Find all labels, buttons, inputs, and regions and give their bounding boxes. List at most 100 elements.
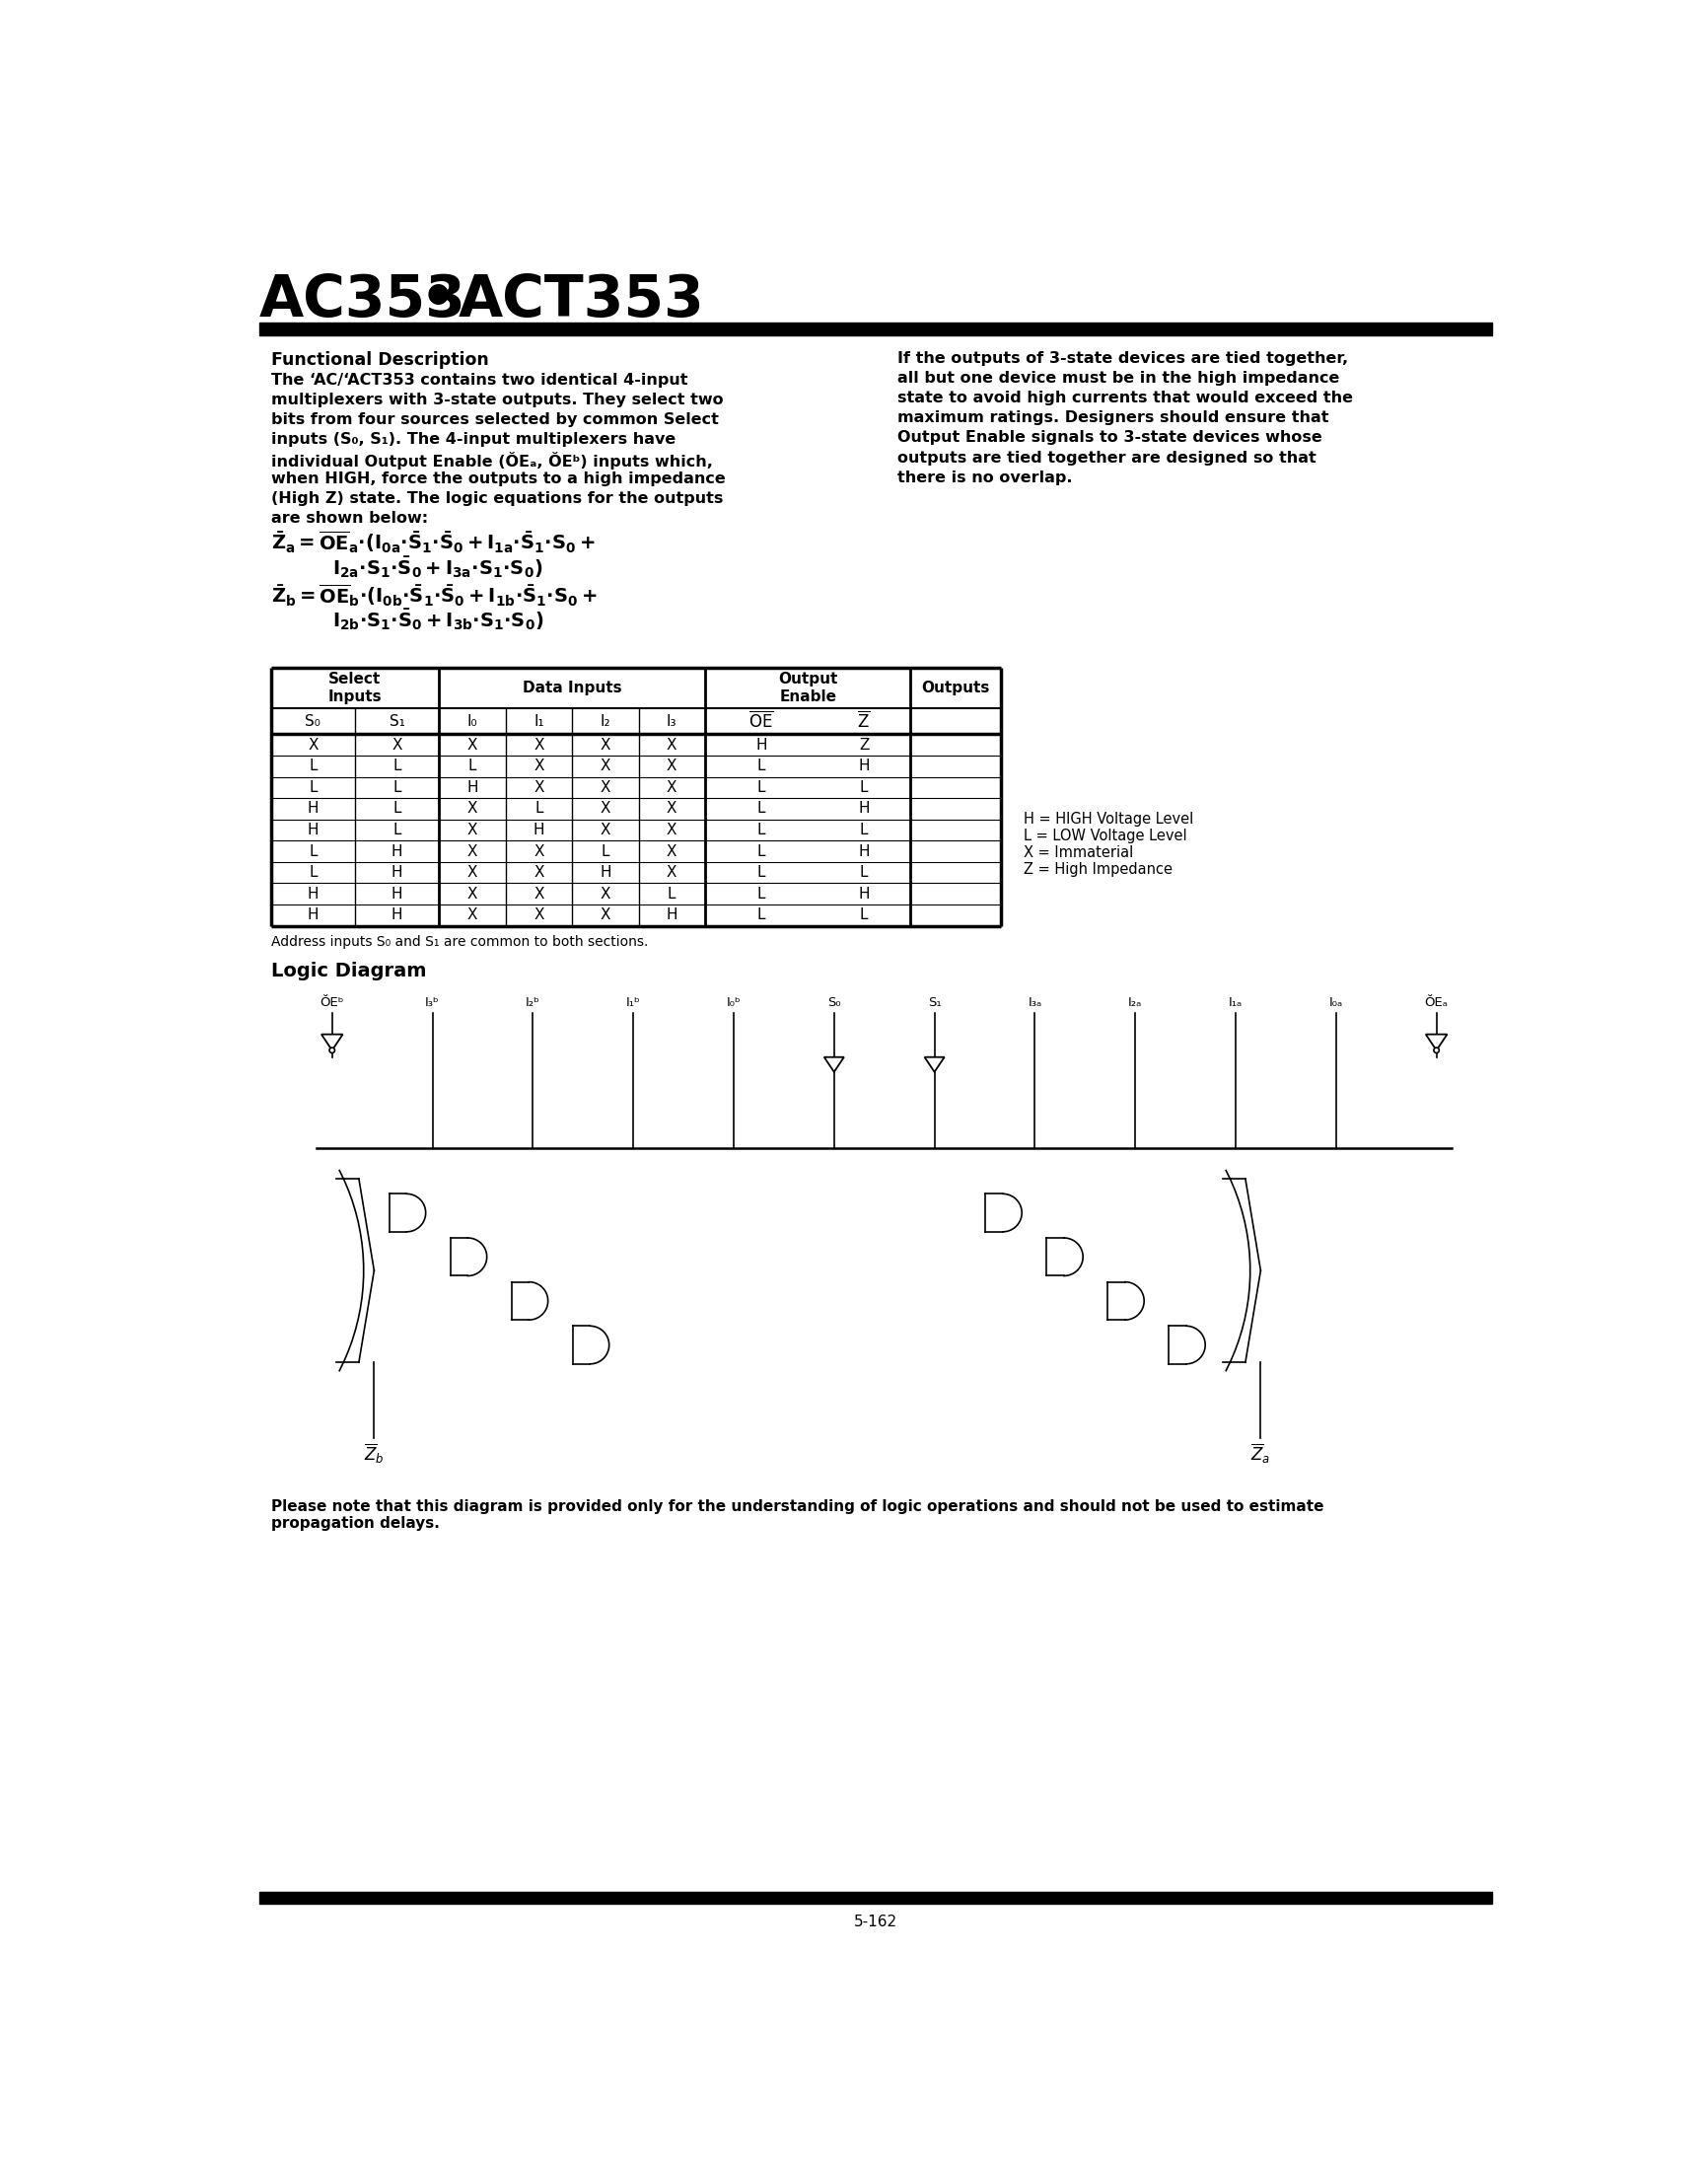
- Text: L: L: [757, 885, 765, 901]
- Text: I₂ᵇ: I₂ᵇ: [526, 996, 540, 1009]
- Text: H: H: [857, 844, 869, 859]
- Text: X: X: [466, 866, 477, 881]
- Text: X: X: [307, 738, 318, 753]
- Text: (High Z) state. The logic equations for the outputs: (High Z) state. The logic equations for …: [272, 490, 722, 506]
- Text: X: X: [600, 738, 610, 753]
- Text: X: X: [666, 760, 676, 775]
- Text: $\mathbf{I_{2b}{\bullet}S_1{\bullet}\bar{S}_0 + I_{3b}{\bullet}S_1{\bullet}S_0)}: $\mathbf{I_{2b}{\bullet}S_1{\bullet}\bar…: [331, 608, 543, 634]
- Text: I₃ᵇ: I₃ᵇ: [425, 996, 439, 1009]
- Text: X: X: [391, 738, 401, 753]
- Text: X: X: [533, 738, 543, 753]
- Text: ACT353: ACT353: [458, 271, 704, 328]
- Text: I₃: I₃: [666, 714, 676, 729]
- Text: L = LOW Voltage Level: L = LOW Voltage Level: [1023, 829, 1187, 844]
- Text: Zₐ = ŎEₐ•(I₀ₐ•Ś₁•Ś₀ + I₁ₐ•Ś₁•S₀ +: Zₐ = ŎEₐ•(I₀ₐ•Ś₁•Ś₀ + I₁ₐ•Ś₁•S₀ +: [272, 529, 608, 551]
- Text: L: L: [859, 779, 868, 794]
- Text: $\mathbf{\bar{Z}_b = \overline{OE}_b{\bullet}(I_{0b}{\bullet}\bar{S}_1{\bullet}\: $\mathbf{\bar{Z}_b = \overline{OE}_b{\bu…: [272, 584, 596, 610]
- Text: I₁ᵇ: I₁ᵇ: [625, 996, 640, 1009]
- Text: X: X: [533, 866, 543, 881]
- Text: X: X: [600, 885, 610, 901]
- Text: propagation delays.: propagation delays.: [272, 1517, 439, 1530]
- Text: there is no overlap.: there is no overlap.: [897, 471, 1073, 484]
- Text: H = HIGH Voltage Level: H = HIGH Voltage Level: [1023, 812, 1192, 827]
- Text: X: X: [666, 844, 676, 859]
- Text: X: X: [600, 801, 610, 816]
- Text: S₁: S₁: [927, 996, 941, 1009]
- Text: H: H: [857, 885, 869, 901]
- Text: Output Enable signals to 3-state devices whose: Output Enable signals to 3-state devices…: [897, 430, 1322, 445]
- Text: I₃ₐ: I₃ₐ: [1027, 996, 1042, 1009]
- Text: H: H: [391, 844, 403, 859]
- Polygon shape: [924, 1057, 945, 1072]
- Text: X: X: [666, 801, 676, 816]
- Text: AC353: AC353: [260, 271, 466, 328]
- Text: ŎEᵇ: ŎEᵇ: [319, 996, 343, 1009]
- Text: L: L: [468, 760, 477, 775]
- Text: S₁: S₁: [389, 714, 405, 729]
- Text: H: H: [391, 885, 403, 901]
- Text: inputs (S₀, S₁). The 4-input multiplexers have: inputs (S₀, S₁). The 4-input multiplexer…: [272, 432, 675, 447]
- Bar: [266, 527, 878, 660]
- Text: Data Inputs: Data Inputs: [523, 681, 622, 694]
- Bar: [260, 323, 1491, 336]
- Text: $\mathbf{I_{2a}{\bullet}S_1{\bullet}\bar{S}_0 + I_{3a}{\bullet}S_1{\bullet}S_0)}: $\mathbf{I_{2a}{\bullet}S_1{\bullet}\bar…: [331, 553, 541, 579]
- Text: H: H: [307, 885, 318, 901]
- Text: If the outputs of 3-state devices are tied together,: If the outputs of 3-state devices are ti…: [897, 352, 1348, 367]
- Text: Select
Inputs: Select Inputs: [328, 671, 381, 705]
- Circle shape: [1433, 1048, 1438, 1052]
- Text: L: L: [859, 822, 868, 838]
- Text: X: X: [666, 866, 676, 881]
- Text: L: L: [859, 866, 868, 881]
- Text: all but one device must be in the high impedance: all but one device must be in the high i…: [897, 371, 1339, 386]
- Text: I₂: I₂: [600, 714, 610, 729]
- Text: 5-162: 5-162: [854, 1914, 897, 1929]
- Text: X: X: [600, 907, 610, 922]
- Text: X: X: [600, 822, 610, 838]
- Text: X: X: [533, 779, 543, 794]
- Text: L: L: [668, 885, 676, 901]
- Text: X: X: [600, 760, 610, 775]
- Text: Functional Description: Functional Description: [272, 352, 488, 369]
- Text: X: X: [466, 822, 477, 838]
- Text: H: H: [857, 760, 869, 775]
- Circle shape: [330, 1048, 335, 1052]
- Text: S₀: S₀: [306, 714, 321, 729]
- Polygon shape: [1424, 1035, 1447, 1050]
- Text: H: H: [666, 907, 676, 922]
- Text: L: L: [757, 801, 765, 816]
- Polygon shape: [321, 1035, 343, 1050]
- Polygon shape: [823, 1057, 844, 1072]
- Text: Z: Z: [859, 738, 869, 753]
- Text: H: H: [600, 866, 611, 881]
- Text: L: L: [601, 844, 610, 859]
- Text: H: H: [533, 822, 545, 838]
- Text: outputs are tied together are designed so that: outputs are tied together are designed s…: [897, 451, 1315, 464]
- Text: X = Immaterial: X = Immaterial: [1023, 846, 1132, 859]
- Text: X: X: [466, 801, 477, 816]
- Text: X: X: [666, 822, 676, 838]
- Text: L: L: [757, 760, 765, 775]
- Text: ŎEₐ: ŎEₐ: [1424, 996, 1447, 1009]
- Text: L: L: [393, 779, 401, 794]
- Text: X: X: [533, 844, 543, 859]
- Text: I₁: I₁: [533, 714, 543, 729]
- Text: X: X: [533, 907, 543, 922]
- Text: L: L: [393, 801, 401, 816]
- Text: X: X: [466, 738, 477, 753]
- Text: Please note that this diagram is provided only for the understanding of logic op: Please note that this diagram is provide…: [272, 1499, 1324, 1515]
- Text: The ‘AC/‘ACT353 contains two identical 4-input: The ‘AC/‘ACT353 contains two identical 4…: [272, 373, 687, 388]
- Text: H: H: [857, 801, 869, 816]
- Text: state to avoid high currents that would exceed the: state to avoid high currents that would …: [897, 391, 1353, 406]
- Text: H: H: [466, 779, 478, 794]
- Text: I₀: I₀: [466, 714, 477, 729]
- Text: $\overline{Z}_a$: $\overline{Z}_a$: [1250, 1443, 1271, 1467]
- Text: H: H: [391, 907, 403, 922]
- Text: when HIGH, force the outputs to a high impedance: when HIGH, force the outputs to a high i…: [272, 471, 724, 486]
- Text: are shown below:: are shown below:: [272, 510, 427, 525]
- Text: Z = High Impedance: Z = High Impedance: [1023, 861, 1172, 877]
- Text: X: X: [666, 779, 676, 794]
- Text: L: L: [309, 760, 318, 775]
- Text: X: X: [466, 844, 477, 859]
- Text: H: H: [307, 822, 318, 838]
- Text: L: L: [393, 760, 401, 775]
